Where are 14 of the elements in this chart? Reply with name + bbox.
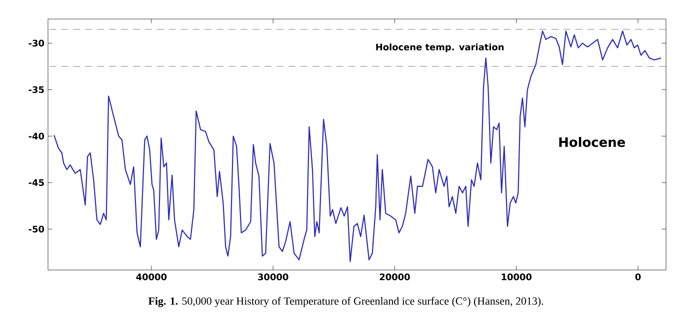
x-tick-label: 20000 [380,274,410,280]
x-tick-label: 0 [635,274,641,280]
y-tick-label: -50 [28,226,44,232]
line-series [54,30,662,262]
y-tick-label: -30 [28,40,44,47]
x-tick-label: 30000 [258,274,288,280]
y-tick-label: -35 [28,86,44,94]
x-tick-label: 40000 [136,274,167,280]
text: Fig. 1. 50,000 year History of Temperature of Greenland ice surface (C°) (Hansen, 2013). [148,296,544,308]
annotation: Holocene [559,136,625,148]
y-tick-label: -45 [28,179,44,186]
y-tick-label: -40 [28,132,44,140]
x-tick-label: 10000 [502,274,532,280]
ref-line-label: Holocene temp. variation [376,43,504,52]
